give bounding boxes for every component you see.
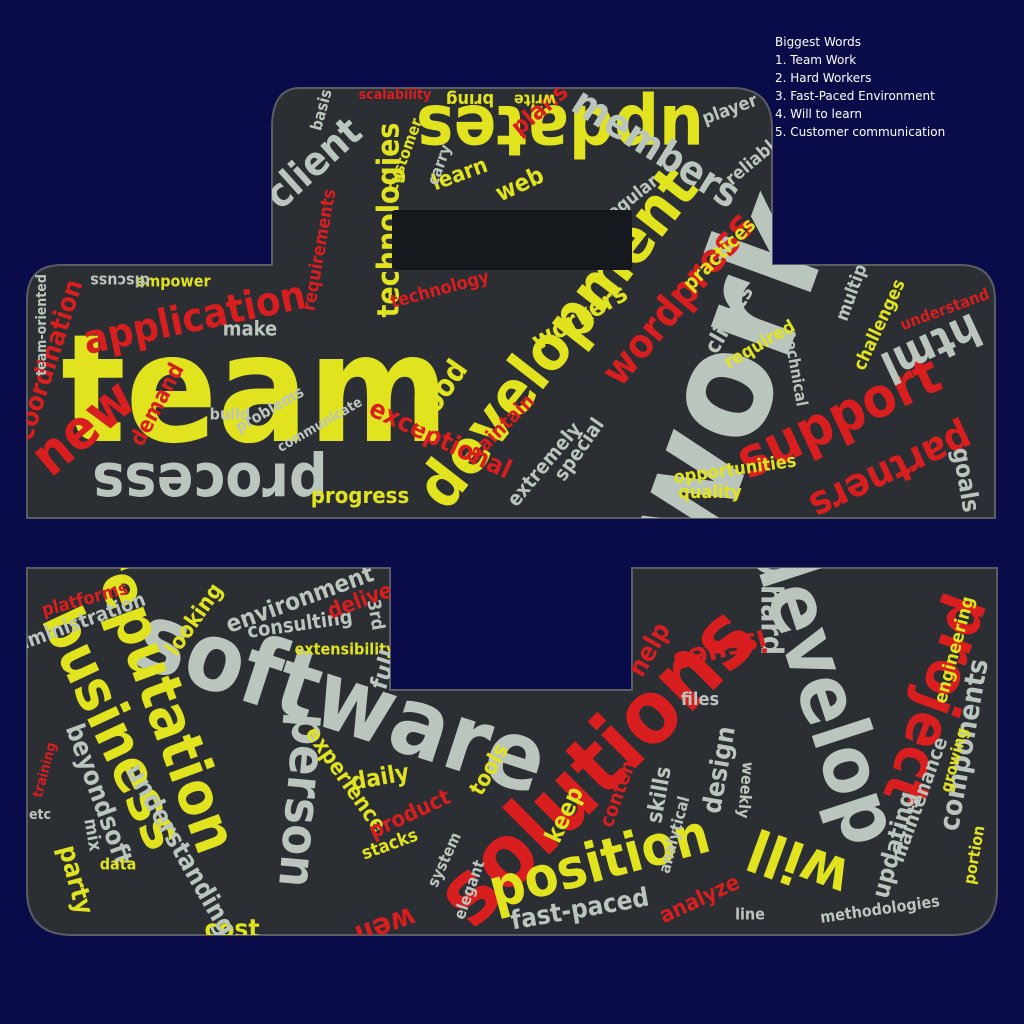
word-updates: updates — [416, 89, 704, 171]
handle-slot — [392, 210, 632, 270]
word-empower: empower — [135, 272, 211, 291]
word-extensibility: extensibility — [295, 640, 396, 659]
briefcase-bottom-shape — [26, 567, 998, 936]
word-hard: hard — [754, 585, 789, 655]
word-build: build — [210, 405, 251, 424]
word-data: data — [100, 855, 137, 874]
legend-item-1: 1. Team Work — [775, 53, 857, 67]
word-team-oriented: team-oriented — [34, 274, 50, 376]
word-etc: etc — [29, 807, 51, 823]
word-write: write — [514, 91, 556, 110]
legend-item-5: 5. Customer communication — [775, 125, 946, 139]
word-scalability: scalability — [359, 87, 431, 103]
word-make: make — [223, 317, 278, 341]
word-bring: bring — [446, 89, 494, 110]
legend-item-3: 3. Fast-Paced Environment — [775, 89, 935, 103]
briefcase-top-shape — [26, 87, 996, 519]
word-quality: quality — [678, 482, 742, 503]
legend: Biggest Words 1. Team Work 2. Hard Worke… — [775, 33, 945, 141]
legend-item-2: 2. Hard Workers — [775, 71, 872, 85]
word-progress: progress — [311, 484, 409, 509]
word-discuss: discuss — [90, 272, 150, 291]
word-weekly: weekly — [734, 761, 758, 820]
legend-item-4: 4. Will to learn — [775, 107, 862, 121]
word-process: process — [92, 448, 327, 518]
word-line: line — [735, 905, 765, 924]
legend-title: Biggest Words — [775, 35, 862, 49]
word-team: team — [61, 303, 449, 477]
word-cost: cost — [204, 915, 259, 945]
word-files: files — [681, 689, 719, 710]
